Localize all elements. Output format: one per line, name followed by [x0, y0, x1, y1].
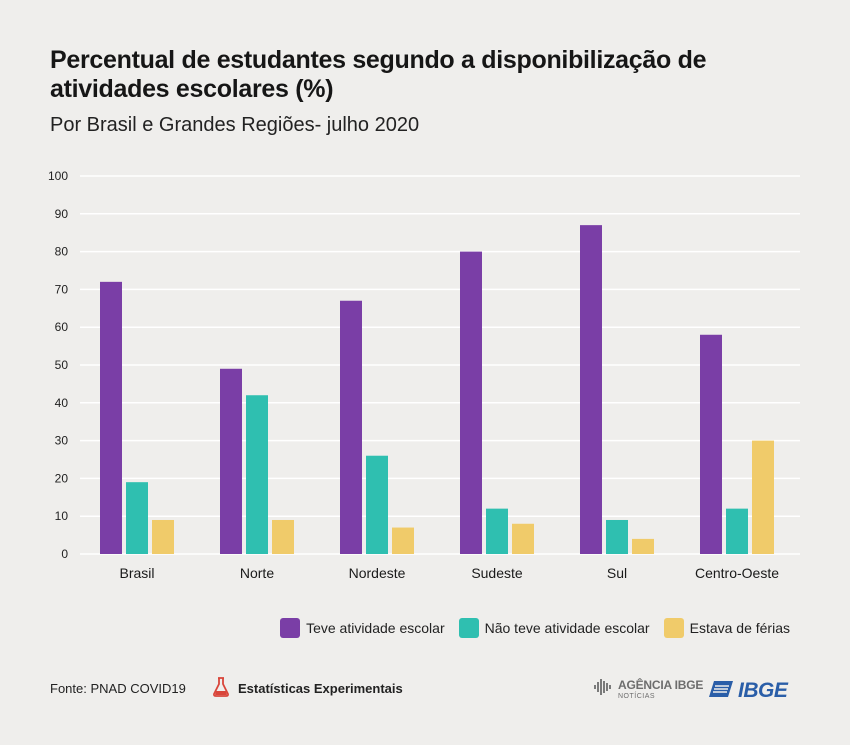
experimental-stats-badge: Estatísticas Experimentais	[212, 677, 403, 700]
y-tick-label: 40	[55, 396, 69, 410]
bar	[340, 300, 362, 554]
y-tick-label: 30	[55, 434, 69, 448]
flask-icon	[212, 677, 230, 700]
experimental-stats-label: Estatísticas Experimentais	[238, 681, 403, 696]
legend-item-teve: Teve atividade escolar	[280, 618, 445, 638]
x-tick-label: Sul	[607, 565, 627, 581]
bar	[700, 334, 722, 554]
legend-label-nao-teve: Não teve atividade escolar	[484, 620, 650, 636]
bar	[272, 519, 294, 554]
ibge-mark-icon	[708, 680, 734, 703]
legend-item-nao-teve: Não teve atividade escolar	[458, 618, 650, 638]
y-tick-label: 10	[55, 509, 69, 523]
y-tick-label: 60	[55, 320, 69, 334]
y-tick-label: 20	[55, 471, 69, 485]
x-tick-label: Nordeste	[349, 565, 406, 581]
ibge-logo-text: IBGE	[738, 679, 788, 702]
y-tick-label: 50	[55, 358, 69, 372]
agencia-logo-text: AGÊNCIA IBGE	[618, 678, 704, 692]
legend-swatch-teve	[280, 618, 301, 638]
y-tick-label: 70	[55, 282, 69, 296]
y-tick-label: 0	[61, 547, 68, 561]
chart-legend: Teve atividade escolar Não teve atividad…	[280, 618, 790, 638]
chart-subtitle: Por Brasil e Grandes Regiões- julho 2020	[50, 114, 420, 136]
x-tick-label: Sudeste	[471, 565, 523, 581]
agencia-logo-subtext: NOTÍCIAS	[618, 693, 656, 700]
bar	[100, 281, 122, 554]
bar	[460, 251, 482, 554]
agencia-ibge-logo: AGÊNCIA IBGE NOTÍCIAS	[594, 678, 703, 701]
bar	[152, 519, 174, 554]
x-tick-label: Centro-Oeste	[695, 565, 779, 581]
bar	[580, 225, 602, 554]
bar	[606, 519, 628, 554]
legend-swatch-nao-teve	[458, 618, 479, 638]
chart-title: Percentual de estudantes segundo a dispo…	[50, 46, 707, 103]
bar	[512, 523, 534, 554]
legend-item-ferias: Estava de férias	[663, 618, 790, 638]
source-note: Fonte: PNAD COVID19	[50, 681, 186, 696]
legend-label-teve: Teve atividade escolar	[306, 620, 445, 636]
bar	[126, 482, 148, 554]
bar	[726, 508, 748, 554]
legend-swatch-ferias	[663, 618, 684, 638]
y-tick-label: 90	[55, 207, 69, 221]
agencia-mark-icon	[594, 678, 614, 701]
bar	[392, 527, 414, 554]
ibge-logo: IBGE	[708, 679, 788, 703]
bar	[366, 455, 388, 554]
x-tick-label: Norte	[240, 565, 274, 581]
x-tick-label: Brasil	[119, 565, 154, 581]
y-tick-label: 80	[55, 245, 69, 259]
bar	[632, 538, 654, 554]
bar	[220, 368, 242, 554]
bar-chart: 0 10 20 30 40 50 60 70 80 90 100 Brasil Norte Nordest…	[48, 169, 800, 581]
bar	[246, 395, 268, 554]
bar	[486, 508, 508, 554]
bar	[752, 440, 774, 554]
legend-label-ferias: Estava de férias	[689, 620, 790, 636]
y-tick-label: 100	[48, 169, 68, 183]
